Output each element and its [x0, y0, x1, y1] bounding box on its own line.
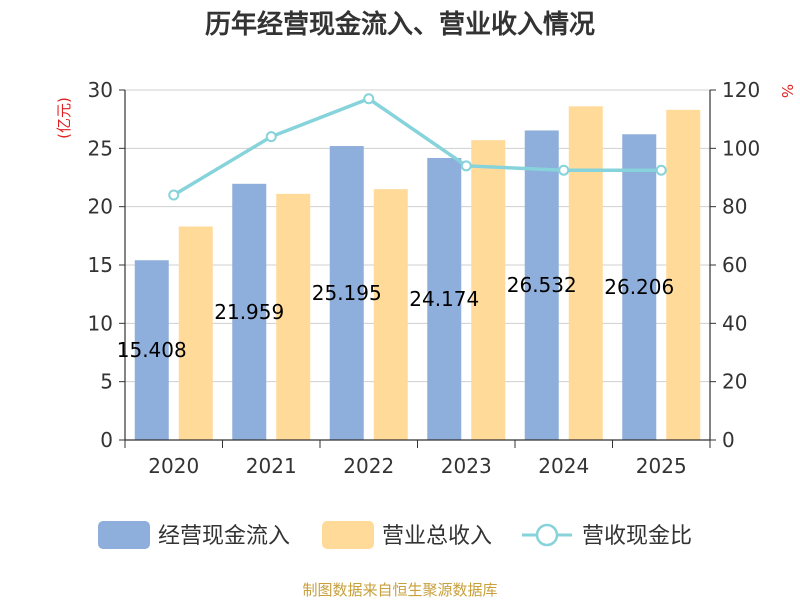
line-point [363, 93, 375, 105]
bar-cash-inflow [134, 260, 169, 440]
x-tick-label: 2025 [636, 454, 687, 478]
x-tick-label: 2022 [343, 454, 394, 478]
right-tick-label: 60 [722, 253, 747, 277]
right-tick-label: 120 [722, 78, 760, 102]
left-tick-label: 15 [88, 253, 113, 277]
line-ratio [172, 96, 662, 197]
bar-revenue [276, 193, 311, 440]
left-tick-label: 30 [88, 78, 113, 102]
line-point [460, 160, 472, 172]
bar-revenue [373, 189, 408, 440]
legend-label: 营收现金比 [582, 524, 692, 549]
line-point [655, 164, 667, 176]
x-tick-label: 2024 [538, 454, 589, 478]
left-tick-label: 10 [88, 311, 113, 335]
bar-revenue [568, 106, 603, 440]
x-tick-label: 2020 [148, 454, 199, 478]
legend-label: 营业总收入 [382, 524, 492, 549]
left-axis-unit: (亿元) [55, 97, 73, 139]
legend-marker [535, 523, 559, 547]
bar-revenue [471, 140, 506, 440]
bar-data-label: 21.959 [214, 300, 284, 324]
right-tick-label: 0 [722, 428, 735, 452]
legend-label: 经营现金流入 [158, 524, 290, 549]
bar-data-label: 26.206 [604, 275, 674, 299]
x-tick-label: 2023 [441, 454, 492, 478]
x-tick-label: 2021 [246, 454, 297, 478]
legend-swatch [322, 521, 374, 549]
source-note: 制图数据来自恒生聚源数据库 [302, 581, 497, 599]
chart-title: 历年经营现金流入、营业收入情况 [205, 9, 595, 40]
legend: 经营现金流入 营业总收入 营收现金比 [98, 521, 692, 549]
left-tick-label: 0 [100, 428, 113, 452]
bar-cash-inflow [427, 157, 462, 440]
grid [125, 89, 710, 441]
bar-data-label: 26.532 [507, 273, 577, 297]
bar-data-label: 25.195 [312, 281, 382, 305]
line-point [168, 189, 180, 201]
left-tick-label: 20 [88, 195, 113, 219]
bar-cash-inflow [622, 134, 657, 440]
legend-revenue: 营业总收入 [322, 521, 492, 549]
left-tick-label: 5 [100, 370, 113, 394]
bar-cash-inflow [232, 183, 267, 441]
right-axis-unit: % [778, 84, 796, 98]
bars [134, 106, 701, 441]
right-tick-label: 20 [722, 370, 747, 394]
line-series [168, 93, 667, 201]
bar-cash-inflow [524, 130, 559, 440]
legend-ratio: 营收现金比 [522, 523, 692, 549]
line-point [265, 131, 277, 143]
data-labels: 15.408 21.959 25.195 24.174 26.532 26.206 [117, 273, 674, 362]
left-tick-label: 25 [88, 136, 113, 160]
legend-swatch [98, 521, 150, 549]
line-point [558, 164, 570, 176]
right-tick-label: 40 [722, 311, 747, 335]
bar-cash-inflow [329, 146, 364, 440]
bar-data-label: 15.408 [117, 338, 187, 362]
right-tick-label: 100 [722, 136, 760, 160]
bar-revenue [178, 226, 213, 440]
bar-revenue [666, 109, 701, 440]
bar-data-label: 24.174 [409, 287, 479, 311]
right-tick-label: 80 [722, 195, 747, 219]
legend-cash-inflow: 经营现金流入 [98, 521, 290, 549]
